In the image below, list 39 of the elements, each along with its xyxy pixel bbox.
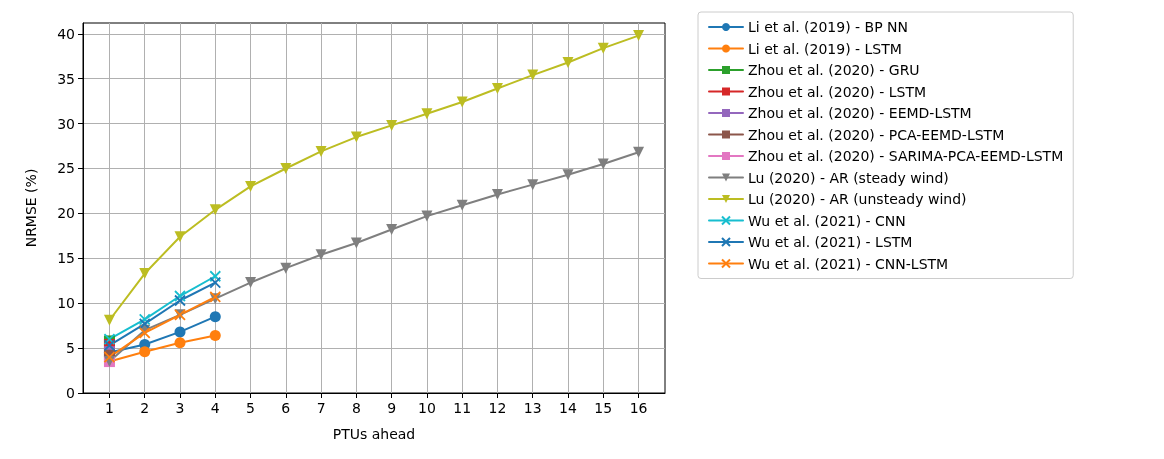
y-tick-label: 40 (57, 25, 75, 42)
legend-label: Li et al. (2019) - BP NN (748, 19, 909, 35)
x-tick-label: 10 (418, 400, 436, 416)
legend-label: Wu et al. (2021) - CNN-LSTM (748, 255, 949, 272)
x-tick-label: 2 (140, 400, 150, 416)
y-tick-label: 10 (57, 295, 75, 312)
legend-label: Lu (2020) - AR (steady wind) (748, 169, 949, 186)
legend-label: Zhou et al. (2020) - EEMD-LSTM (748, 105, 972, 121)
y-tick-label: 5 (66, 340, 75, 357)
x-tick-label: 5 (246, 400, 256, 416)
y-tick-label: 0 (66, 385, 75, 401)
x-tick-label: 8 (351, 400, 361, 416)
y-tick-label: 35 (57, 70, 75, 87)
x-tick-label: 14 (559, 400, 577, 416)
x-tick-label: 7 (316, 400, 326, 416)
x-tick-label: 3 (175, 400, 185, 416)
y-axis-title: NRMSE (%) (23, 168, 39, 248)
x-tick-label: 1 (104, 400, 114, 416)
legend-label: Wu et al. (2021) - CNN (748, 212, 906, 229)
x-tick-label: 6 (281, 400, 291, 416)
x-tick-label: 13 (523, 400, 542, 416)
x-tick-label: 16 (629, 400, 648, 416)
legend-label: Lu (2020) - AR (unsteady wind) (748, 191, 967, 207)
x-axis-title: PTUs ahead (332, 426, 416, 442)
x-tick-label: 11 (453, 400, 472, 416)
y-tick-label: 30 (57, 115, 75, 132)
y-tick-label: 25 (57, 160, 75, 177)
x-tick-label: 9 (387, 400, 397, 416)
x-tick-label: 15 (594, 400, 613, 416)
legend-label: Zhou et al. (2020) - GRU (748, 62, 920, 78)
legend-label: Zhou et al. (2020) - SARIMA-PCA-EEMD-LSTM (748, 148, 1064, 164)
legend-label: Li et al. (2019) - LSTM (748, 40, 902, 57)
legend-label: Zhou et al. (2020) - PCA-EEMD-LSTM (748, 126, 1005, 143)
y-tick-label: 20 (57, 205, 75, 222)
x-tick-label: 4 (210, 400, 220, 416)
legend-label: Wu et al. (2021) - LSTM (748, 234, 913, 250)
y-tick-label: 15 (57, 250, 75, 267)
x-tick-label: 12 (488, 400, 507, 416)
legend-label: Zhou et al. (2020) - LSTM (748, 83, 927, 100)
